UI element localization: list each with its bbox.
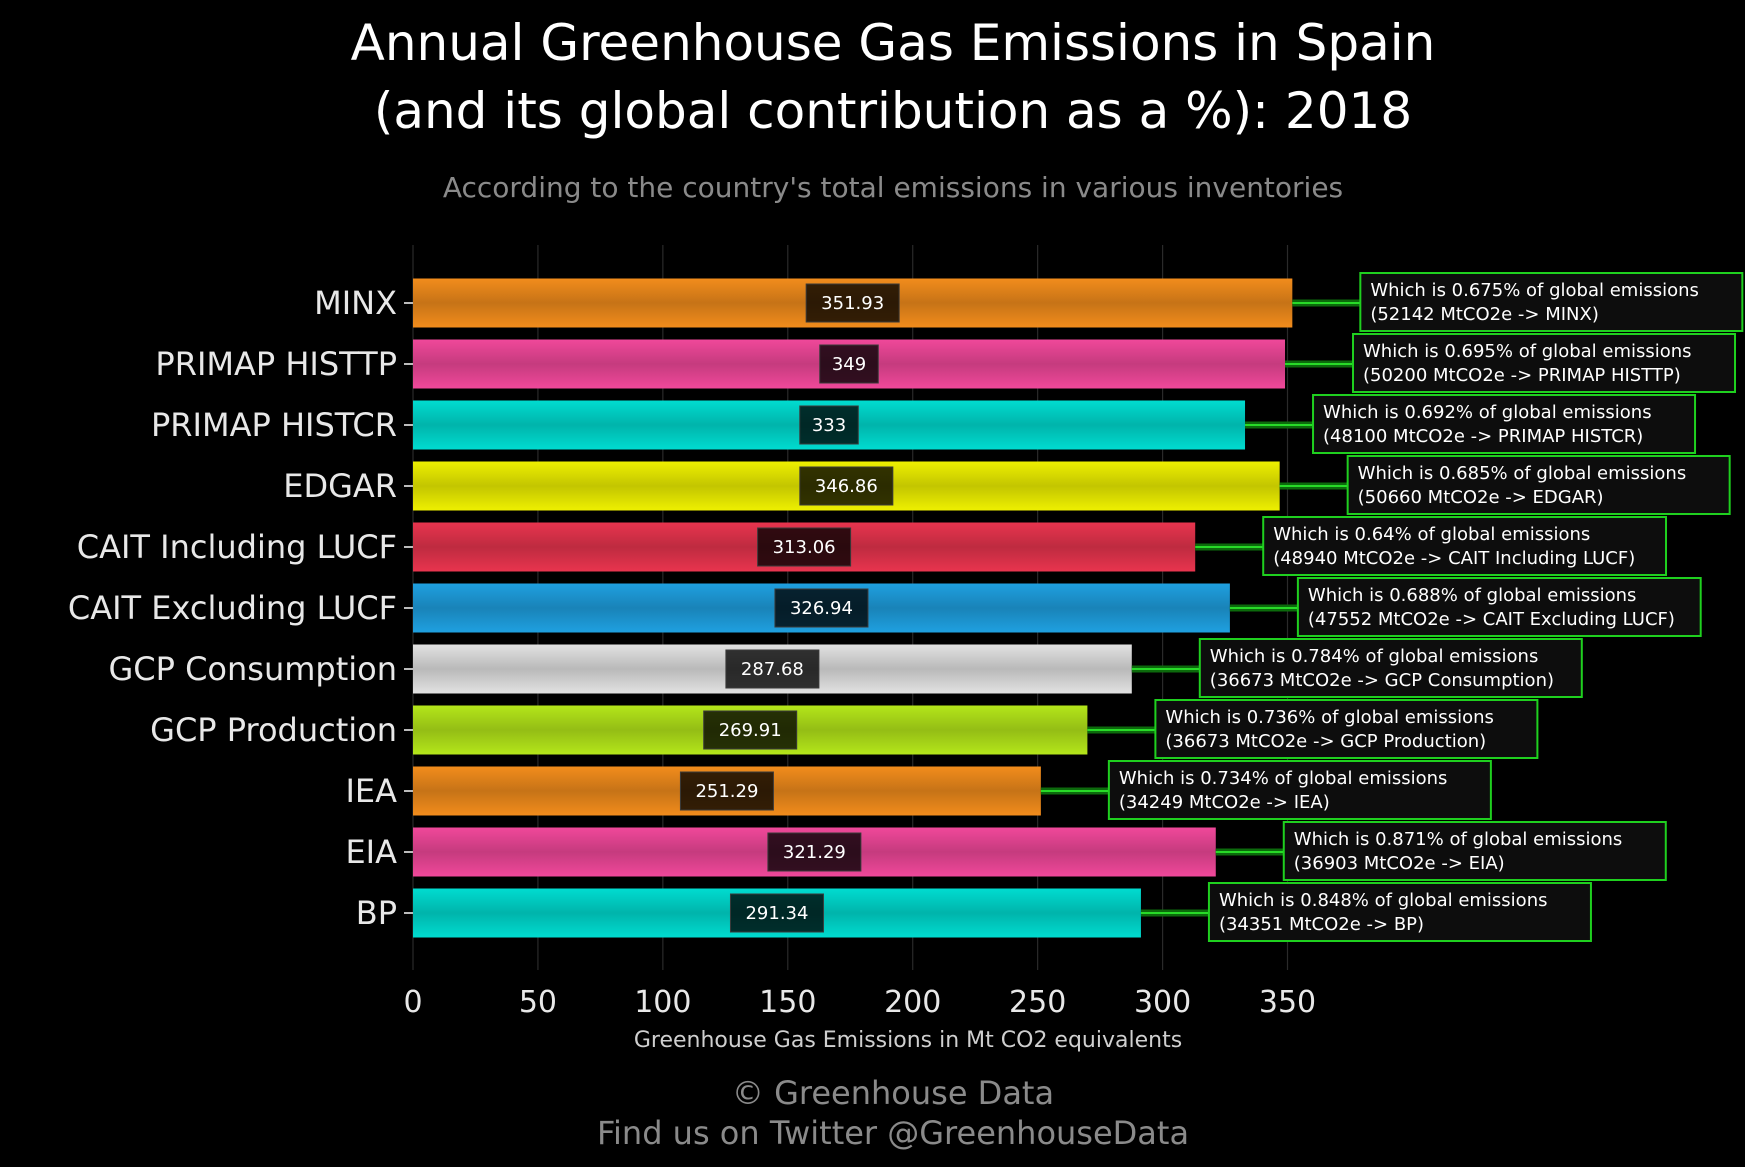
category-label: IEA [345,772,397,810]
annotation-box [1262,516,1668,576]
category-label: GCP Consumption [108,650,397,688]
value-label: 326.94 [790,598,853,619]
value-label-box [729,893,824,933]
value-label-box [799,405,859,445]
category-label: EDGAR [283,467,397,505]
annotation-line-1: Which is 0.675% of global emissions [1370,280,1699,301]
annotation-line-1: Which is 0.692% of global emissions [1323,402,1652,423]
annotation-line-2: (50660 MtCO2e -> EDGAR) [1358,487,1604,508]
x-tick-label: 150 [759,985,816,1020]
annotation-box [1359,272,1744,332]
annotation-box [1352,333,1737,393]
annotation-line-2: (36673 MtCO2e -> GCP Consumption) [1210,670,1554,691]
annotation-line-1: Which is 0.848% of global emissions [1219,890,1548,911]
value-label-box [819,344,879,384]
annotation-box [1198,638,1583,698]
value-label-box [703,710,798,750]
credit-line-1: © Greenhouse Data [732,1074,1054,1112]
x-tick-label: 100 [634,985,691,1020]
annotation-line-1: Which is 0.64% of global emissions [1273,524,1590,545]
annotation-line-1: Which is 0.685% of global emissions [1358,463,1687,484]
annotation-line-1: Which is 0.736% of global emissions [1165,707,1494,728]
annotation-line-2: (48100 MtCO2e -> PRIMAP HISTCR) [1323,426,1643,447]
annotation-line-2: (47552 MtCO2e -> CAIT Excluding LUCF) [1308,609,1675,630]
category-label: CAIT Excluding LUCF [68,589,397,627]
x-tick-label: 200 [884,985,941,1020]
x-tick-label: 250 [1009,985,1066,1020]
value-label: 333 [812,415,846,436]
annotation-line-2: (48940 MtCO2e -> CAIT Including LUCF) [1273,548,1635,569]
annotation-line-2: (52142 MtCO2e -> MINX) [1370,304,1599,325]
x-axis-label: Greenhouse Gas Emissions in Mt CO2 equiv… [634,1028,1182,1053]
x-tick-label: 0 [403,985,422,1020]
annotation-line-1: Which is 0.695% of global emissions [1363,341,1692,362]
value-label-box [805,283,900,323]
x-tick-label: 50 [519,985,557,1020]
value-label: 287.68 [741,659,804,680]
x-axis-ticks: 0 50 100 150 200 250 300 350 [403,985,1316,1020]
annotation-box [1282,821,1667,881]
category-label: EIA [345,833,397,871]
value-label-box [679,771,774,811]
category-label: BP [356,894,397,932]
x-tick-label: 300 [1134,985,1191,1020]
value-label: 346.86 [815,476,878,497]
annotation-line-1: Which is 0.688% of global emissions [1308,585,1637,606]
category-label: GCP Production [150,711,397,749]
annotation-box [1296,577,1702,637]
annotation-box [1312,394,1697,454]
annotation-box [1346,455,1731,515]
value-label: 313.06 [773,537,836,558]
chart-subtitle: According to the country's total emissio… [443,171,1343,204]
annotation-line-1: Which is 0.871% of global emissions [1294,829,1623,850]
credit-line-2: Find us on Twitter @GreenhouseData [597,1114,1189,1152]
annotation-box [1207,882,1592,942]
value-label: 321.29 [783,842,846,863]
x-tick-label: 350 [1259,985,1316,1020]
annotation-line-2: (50200 MtCO2e -> PRIMAP HISTTP) [1363,365,1681,386]
value-label: 349 [832,354,866,375]
value-label-box [757,527,852,567]
bars: MINX 351.93 Which is 0.675% of global emis… [68,272,1744,942]
annotation-box [1154,699,1539,759]
annotation-line-2: (36903 MtCO2e -> EIA) [1294,853,1505,874]
value-label-box [799,466,894,506]
annotation-line-2: (36673 MtCO2e -> GCP Production) [1165,731,1486,752]
category-label: MINX [314,284,397,322]
annotation-line-1: Which is 0.784% of global emissions [1210,646,1539,667]
category-label: CAIT Including LUCF [77,528,397,566]
annotation-line-2: (34249 MtCO2e -> IEA) [1119,792,1330,813]
annotation-box [1107,760,1492,820]
value-label: 251.29 [695,781,758,802]
annotation-line-1: Which is 0.734% of global emissions [1119,768,1448,789]
annotation-line-2: (34351 MtCO2e -> BP) [1219,914,1424,935]
value-label: 291.34 [745,903,808,924]
value-label: 351.93 [821,293,884,314]
category-label: PRIMAP HISTCR [151,406,397,444]
value-label: 269.91 [719,720,782,741]
value-label-box [767,832,862,872]
chart-title-line-1: Annual Greenhouse Gas Emissions in Spain [351,14,1436,72]
value-label-box [774,588,869,628]
chart-title-line-2: (and its global contribution as a %): 20… [374,82,1412,140]
category-label: PRIMAP HISTTP [155,345,397,383]
value-label-box [725,649,820,689]
